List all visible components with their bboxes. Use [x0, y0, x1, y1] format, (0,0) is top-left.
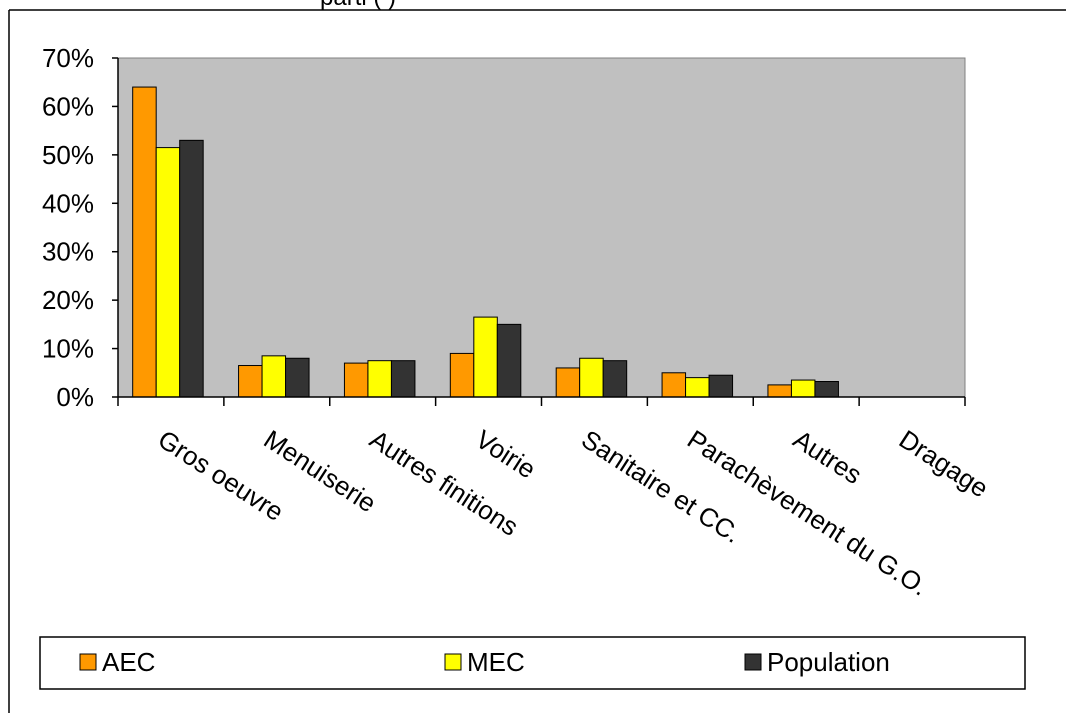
legend-swatch-mec	[444, 653, 462, 671]
y-tick-label: 0%	[56, 382, 94, 412]
bar-aec-4	[555, 367, 581, 398]
bar-population-3	[496, 323, 522, 398]
x-tick-label: Dragage	[894, 424, 994, 503]
bar-aec-6	[767, 384, 792, 398]
legend-box	[39, 636, 1026, 690]
bar-mec-6	[790, 379, 816, 398]
bar-aec-3	[449, 352, 475, 398]
bar-population-1	[285, 357, 310, 398]
bar-aec-1	[238, 365, 263, 398]
y-tick-label: 20%	[42, 285, 94, 315]
legend-label-aec: AEC	[102, 647, 155, 677]
y-axis: 0% 10% 20% 30% 40% 50% 60% 70%	[42, 43, 119, 412]
legend: AEC MEC Population	[39, 636, 1026, 690]
plot-area	[117, 57, 966, 398]
y-tick-label: 30%	[42, 237, 94, 267]
x-tick-label: Voirie	[470, 424, 541, 485]
bar-mec-1	[261, 355, 287, 398]
bar-aec-0	[132, 86, 157, 398]
legend-swatch-aec	[79, 653, 97, 671]
bar-aec-2	[343, 362, 369, 398]
y-tick-label: 70%	[42, 43, 94, 73]
bar-mec-3	[473, 316, 498, 398]
legend-label-mec: MEC	[467, 647, 525, 677]
legend-label-population: Population	[767, 647, 890, 677]
legend-swatch-population	[744, 653, 762, 671]
y-tick-label: 40%	[42, 188, 94, 218]
bar-aec-5	[661, 372, 687, 398]
bar-mec-4	[579, 357, 604, 398]
bar-mec-5	[685, 377, 710, 398]
bar-population-5	[708, 374, 734, 398]
title-fragment: parti ( )	[320, 0, 396, 11]
bar-population-4	[602, 360, 628, 398]
bar-population-2	[390, 360, 416, 398]
bar-mec-0	[155, 147, 181, 398]
y-tick-label: 10%	[42, 334, 94, 364]
bar-population-6	[814, 381, 839, 398]
bar-population-0	[179, 139, 204, 398]
bar-mec-2	[367, 360, 392, 398]
x-tick-label: Autres	[788, 424, 867, 490]
y-tick-label: 50%	[42, 140, 94, 170]
y-tick-label: 60%	[42, 91, 94, 121]
